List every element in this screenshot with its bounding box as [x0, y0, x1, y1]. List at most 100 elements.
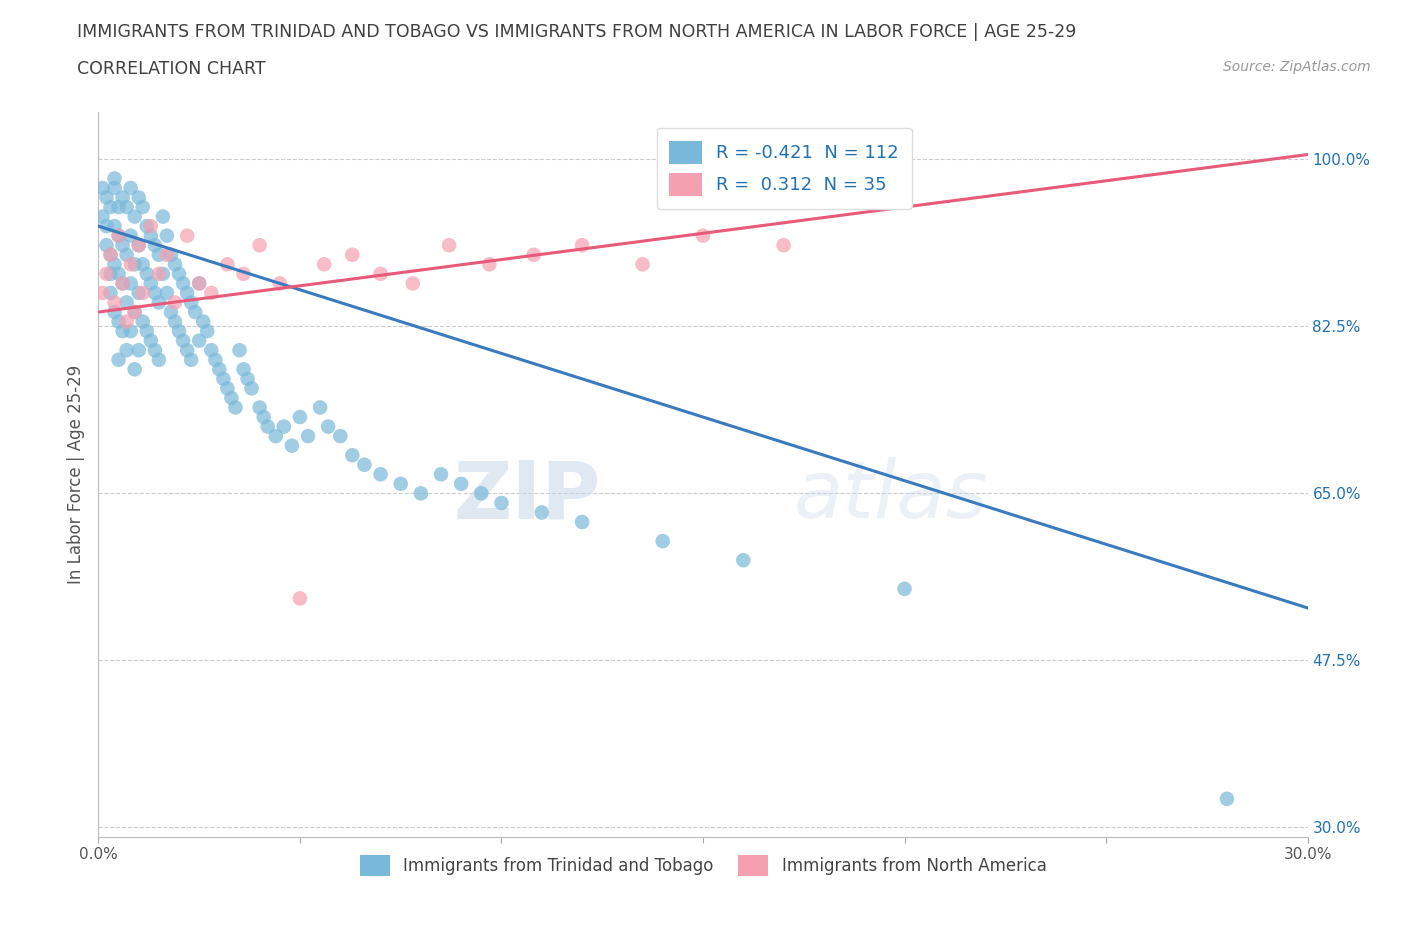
- Point: [176, 343, 198, 358]
- Point: [120, 324, 142, 339]
- Point: [176, 286, 198, 300]
- Point: [329, 429, 352, 444]
- Legend: Immigrants from Trinidad and Tobago, Immigrants from North America: Immigrants from Trinidad and Tobago, Imm…: [353, 848, 1053, 884]
- Point: [156, 286, 179, 300]
- Point: [128, 238, 150, 253]
- Point: [111, 238, 134, 253]
- Point: [450, 476, 472, 491]
- Point: [120, 228, 142, 243]
- Point: [139, 228, 162, 243]
- Point: [152, 209, 174, 224]
- Point: [853, 152, 876, 166]
- Point: [91, 180, 114, 195]
- Point: [91, 286, 114, 300]
- Point: [342, 247, 364, 262]
- Point: [111, 276, 134, 291]
- Text: Source: ZipAtlas.com: Source: ZipAtlas.com: [1223, 60, 1371, 74]
- Point: [256, 419, 278, 434]
- Point: [115, 314, 138, 329]
- Point: [273, 419, 295, 434]
- Point: [135, 219, 157, 233]
- Point: [143, 286, 166, 300]
- Point: [1216, 791, 1239, 806]
- Point: [163, 295, 186, 310]
- Point: [96, 238, 118, 253]
- Point: [253, 409, 276, 424]
- Point: [143, 343, 166, 358]
- Point: [193, 314, 215, 329]
- Point: [188, 276, 211, 291]
- Point: [530, 505, 553, 520]
- Point: [139, 333, 162, 348]
- Point: [163, 257, 186, 272]
- Point: [217, 257, 239, 272]
- Point: [309, 400, 332, 415]
- Point: [107, 314, 129, 329]
- Point: [430, 467, 453, 482]
- Point: [200, 286, 222, 300]
- Point: [128, 343, 150, 358]
- Point: [120, 276, 142, 291]
- Point: [103, 180, 125, 195]
- Point: [478, 257, 501, 272]
- Point: [135, 266, 157, 281]
- Point: [103, 257, 125, 272]
- Point: [100, 247, 122, 262]
- Point: [180, 295, 202, 310]
- Point: [100, 266, 122, 281]
- Point: [148, 295, 170, 310]
- Point: [160, 247, 183, 262]
- Point: [288, 591, 311, 605]
- Point: [152, 266, 174, 281]
- Point: [224, 400, 246, 415]
- Point: [103, 305, 125, 320]
- Point: [172, 276, 194, 291]
- Point: [180, 352, 202, 367]
- Point: [217, 381, 239, 396]
- Point: [156, 228, 179, 243]
- Point: [96, 266, 118, 281]
- Point: [115, 295, 138, 310]
- Point: [135, 324, 157, 339]
- Point: [353, 458, 375, 472]
- Point: [188, 276, 211, 291]
- Point: [651, 534, 673, 549]
- Point: [176, 228, 198, 243]
- Point: [107, 200, 129, 215]
- Point: [107, 352, 129, 367]
- Point: [389, 476, 412, 491]
- Point: [100, 200, 122, 215]
- Point: [228, 343, 250, 358]
- Point: [103, 295, 125, 310]
- Point: [288, 409, 311, 424]
- Y-axis label: In Labor Force | Age 25-29: In Labor Force | Age 25-29: [66, 365, 84, 584]
- Point: [143, 238, 166, 253]
- Point: [124, 362, 146, 377]
- Point: [156, 247, 179, 262]
- Point: [631, 257, 654, 272]
- Point: [571, 514, 593, 529]
- Point: [204, 352, 226, 367]
- Text: IMMIGRANTS FROM TRINIDAD AND TOBAGO VS IMMIGRANTS FROM NORTH AMERICA IN LABOR FO: IMMIGRANTS FROM TRINIDAD AND TOBAGO VS I…: [77, 23, 1077, 41]
- Point: [437, 238, 460, 253]
- Point: [107, 228, 129, 243]
- Point: [107, 228, 129, 243]
- Point: [132, 257, 155, 272]
- Point: [124, 257, 146, 272]
- Point: [100, 286, 122, 300]
- Point: [172, 333, 194, 348]
- Point: [221, 391, 243, 405]
- Point: [103, 171, 125, 186]
- Point: [232, 362, 254, 377]
- Point: [370, 467, 392, 482]
- Point: [316, 419, 339, 434]
- Point: [772, 238, 794, 253]
- Point: [107, 266, 129, 281]
- Point: [148, 352, 170, 367]
- Point: [236, 371, 259, 386]
- Point: [523, 247, 546, 262]
- Point: [195, 324, 218, 339]
- Point: [188, 333, 211, 348]
- Point: [148, 266, 170, 281]
- Point: [115, 247, 138, 262]
